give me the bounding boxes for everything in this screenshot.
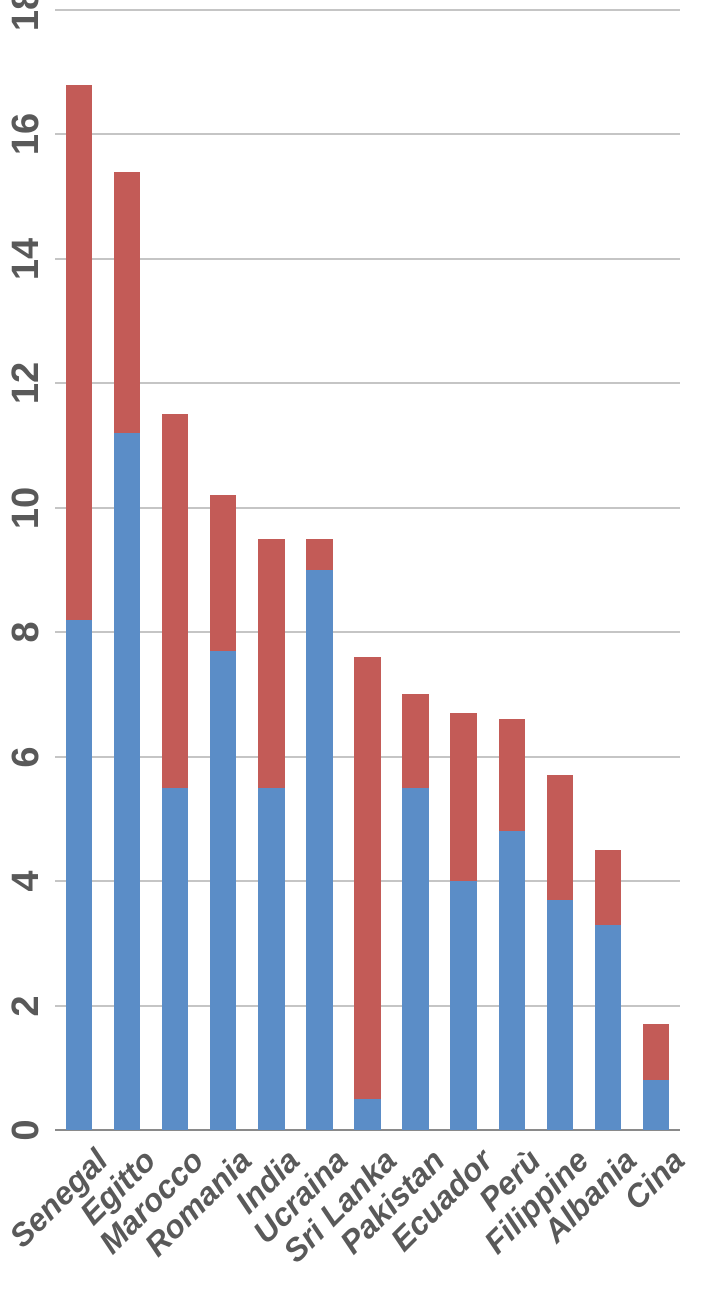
y-tick-label: 8 [4, 602, 48, 662]
gridline [55, 258, 680, 260]
bar-group [402, 694, 428, 1130]
gridline [55, 133, 680, 135]
bar-series-blue [595, 925, 621, 1130]
plot-area [55, 10, 680, 1130]
chart-root: 024681012141618SenegalEgittoMaroccoRoman… [0, 0, 710, 1313]
gridline [55, 631, 680, 633]
bar-group [547, 775, 573, 1130]
bar-group [258, 539, 284, 1130]
bar-group [595, 850, 621, 1130]
bar-group [210, 495, 236, 1130]
bar-series-blue [162, 788, 188, 1130]
bar-series-blue [402, 788, 428, 1130]
bar-series-red [402, 694, 428, 787]
bar-series-red [499, 719, 525, 831]
bar-series-red [595, 850, 621, 925]
bar-group [354, 657, 380, 1130]
gridline [55, 507, 680, 509]
bar-series-red [450, 713, 476, 881]
bar-group [450, 713, 476, 1130]
bar-series-red [114, 172, 140, 433]
bar-series-blue [306, 570, 332, 1130]
bar-series-blue [354, 1099, 380, 1130]
bar-series-red [162, 414, 188, 787]
bar-series-red [210, 495, 236, 651]
bar-series-blue [258, 788, 284, 1130]
gridline [55, 382, 680, 384]
bar-group [643, 1024, 669, 1130]
bar-series-red [547, 775, 573, 899]
bar-group [499, 719, 525, 1130]
bar-series-blue [450, 881, 476, 1130]
y-tick-label: 6 [4, 727, 48, 787]
bar-series-red [258, 539, 284, 788]
y-tick-label: 10 [4, 478, 48, 538]
bar-series-blue [643, 1080, 669, 1130]
y-tick-label: 12 [4, 353, 48, 413]
bar-group [66, 85, 92, 1130]
bar-series-red [643, 1024, 669, 1080]
bar-series-blue [499, 831, 525, 1130]
bar-group [114, 172, 140, 1130]
bar-series-blue [210, 651, 236, 1130]
bar-series-red [354, 657, 380, 1099]
bar-series-blue [66, 620, 92, 1130]
bar-group [162, 414, 188, 1130]
bar-group [306, 539, 332, 1130]
y-tick-label: 2 [4, 976, 48, 1036]
y-tick-label: 4 [4, 851, 48, 911]
bar-series-blue [114, 433, 140, 1130]
bar-series-blue [547, 900, 573, 1130]
y-tick-label: 18 [4, 0, 48, 40]
bar-series-red [66, 85, 92, 620]
y-tick-label: 0 [4, 1100, 48, 1160]
bar-series-red [306, 539, 332, 570]
y-tick-label: 14 [4, 229, 48, 289]
y-tick-label: 16 [4, 104, 48, 164]
gridline [55, 9, 680, 11]
